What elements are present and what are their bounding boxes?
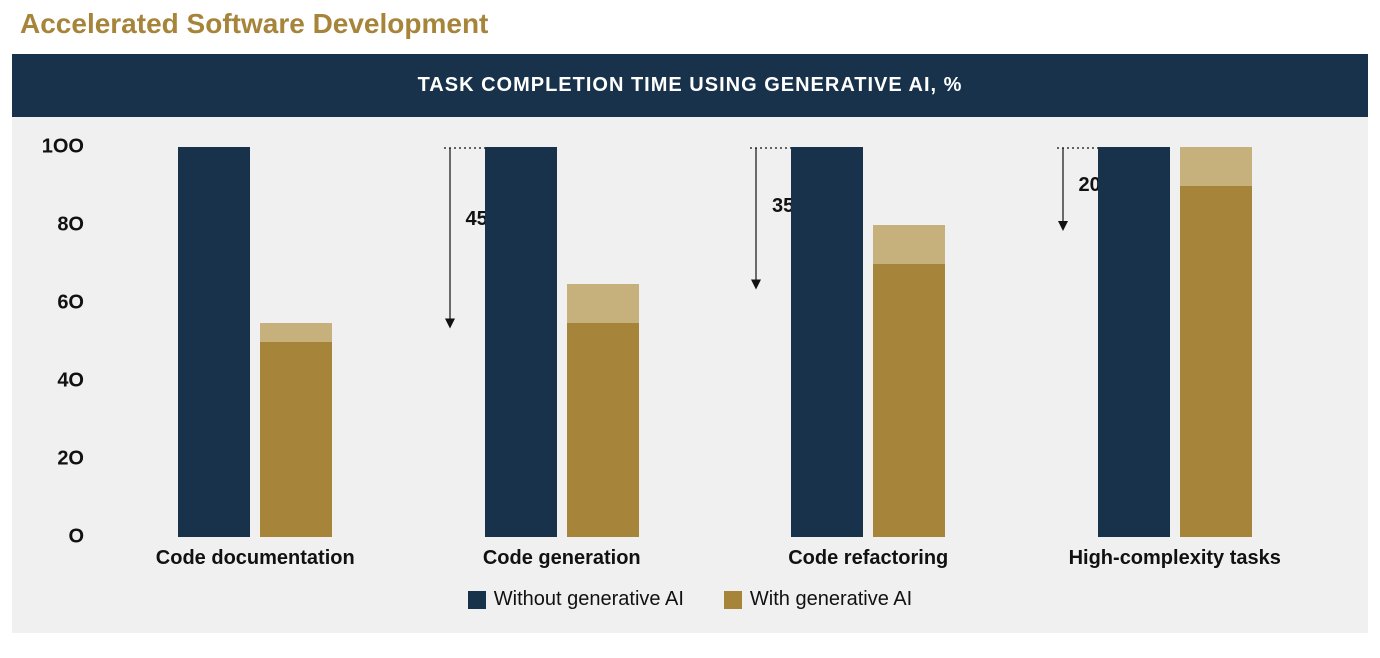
bar-with-ai-range-lower <box>1180 186 1252 537</box>
bar-without-ai <box>178 147 250 537</box>
legend-item-without-ai: Without generative AI <box>468 588 684 611</box>
bar-without-ai <box>1098 147 1170 537</box>
x-axis-label: Code refactoring <box>715 547 1022 570</box>
x-axis-label: Code generation <box>409 547 716 570</box>
y-tick: 8O <box>57 214 84 237</box>
bar-with-ai <box>873 225 945 537</box>
legend: Without generative AI With generative AI <box>12 570 1368 633</box>
bar-without-ai <box>485 147 557 537</box>
y-tick: 1OO <box>42 136 84 159</box>
bar-with-ai-range-upper <box>567 284 639 323</box>
x-axis-labels: Code documentationCode generationCode re… <box>12 537 1368 570</box>
chart-container: TASK COMPLETION TIME USING GENERATIVE AI… <box>12 54 1368 633</box>
bar-with-ai-range-upper <box>873 225 945 264</box>
y-tick: 4O <box>57 370 84 393</box>
bar-groups: 45–5035–4520–30<10 <box>102 147 1328 537</box>
legend-label-with-ai: With generative AI <box>750 588 912 611</box>
bar-without-ai <box>791 147 863 537</box>
x-axis-label: Code documentation <box>102 547 409 570</box>
y-tick: 2O <box>57 448 84 471</box>
bar-with-ai <box>1180 147 1252 537</box>
bar-with-ai-range-lower <box>260 342 332 537</box>
legend-swatch-with-ai <box>724 591 742 609</box>
bar-with-ai-range-upper <box>1180 147 1252 186</box>
plot-area: O2O4O6O8O1OO 45–5035–4520–30<10 <box>12 117 1368 537</box>
bar-with-ai <box>260 323 332 538</box>
bar-with-ai-range-lower <box>873 264 945 537</box>
bar-with-ai <box>567 284 639 538</box>
bar-group: 20–30 <box>715 147 1022 537</box>
legend-item-with-ai: With generative AI <box>724 588 912 611</box>
bar-group: 45–50 <box>102 147 409 537</box>
y-tick: 6O <box>57 292 84 315</box>
page-title: Accelerated Software Development <box>0 0 1380 54</box>
legend-label-without-ai: Without generative AI <box>494 588 684 611</box>
bar-with-ai-range-lower <box>567 323 639 538</box>
chart-header: TASK COMPLETION TIME USING GENERATIVE AI… <box>12 54 1368 117</box>
bar-group: 35–45 <box>409 147 716 537</box>
bar-with-ai-range-upper <box>260 323 332 343</box>
bar-group: <10 <box>1022 147 1329 537</box>
y-tick: O <box>68 526 84 549</box>
y-axis: O2O4O6O8O1OO <box>12 147 102 537</box>
legend-swatch-without-ai <box>468 591 486 609</box>
x-axis-label: High-complexity tasks <box>1022 547 1329 570</box>
